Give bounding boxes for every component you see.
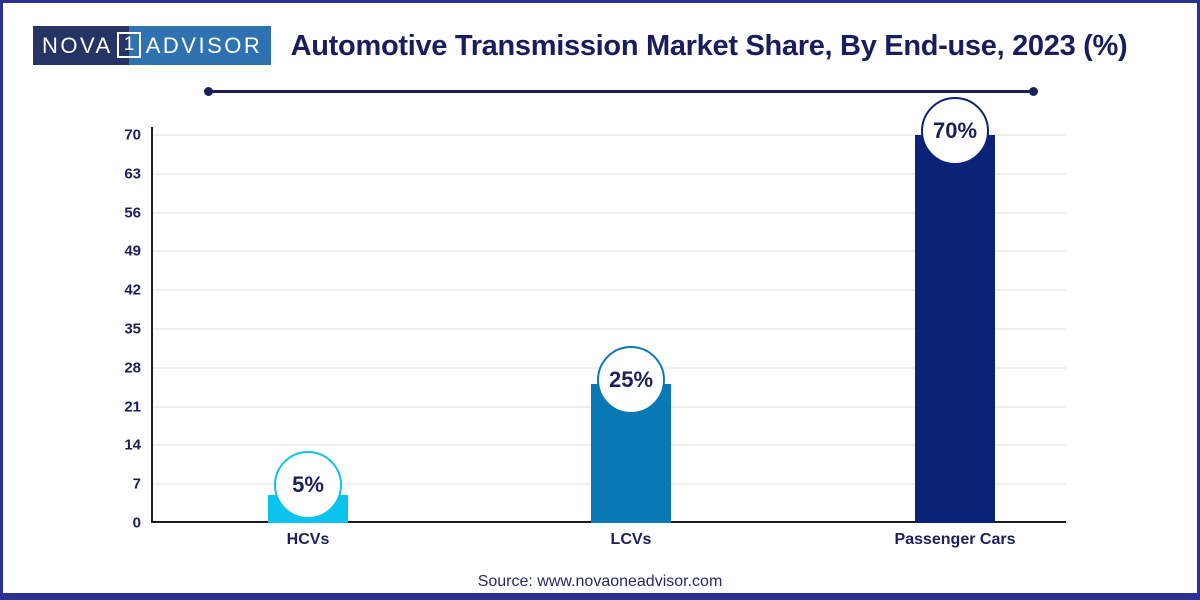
y-tick-label: 21 <box>124 398 141 416</box>
logo-one-box: 1 <box>117 32 141 58</box>
gridline <box>151 211 1066 214</box>
category-label-hcvs: HCVs <box>286 531 330 548</box>
line-end-dot-right <box>1029 87 1038 96</box>
gridline <box>151 328 1066 330</box>
y-tick-label: 0 <box>132 514 141 532</box>
y-tick-label: 49 <box>124 242 141 260</box>
category-label-lcvs: LCVs <box>610 531 652 548</box>
logo-right-segment: ADVISOR <box>128 26 272 65</box>
logo-left-segment: NOVA <box>33 26 129 65</box>
y-tick-label: 56 <box>124 204 141 222</box>
y-tick-label: 70 <box>124 126 141 144</box>
title-underline <box>204 87 1038 96</box>
y-tick-label: 63 <box>124 165 141 183</box>
value-bubble-hcvs: 5% <box>274 451 342 519</box>
gridline <box>151 289 1066 292</box>
y-axis <box>151 127 153 523</box>
category-label-passenger-cars: Passenger Cars <box>894 531 1016 548</box>
y-tick-label: 7 <box>132 475 141 493</box>
line-end-dot-left <box>204 87 213 96</box>
gridline <box>151 134 1066 136</box>
y-tick-label: 35 <box>124 320 141 338</box>
bar-passenger-cars <box>915 135 995 523</box>
value-bubble-lcvs: 25% <box>597 346 665 415</box>
y-tick-label: 28 <box>124 359 141 377</box>
y-tick-label: 14 <box>124 436 141 454</box>
bottom-border-bar <box>3 593 1197 600</box>
gridline <box>151 172 1066 175</box>
nova-one-advisor-logo: NOVA ADVISOR 1 <box>33 26 272 65</box>
source-text: Source: www.novaoneadvisor.com <box>477 573 723 590</box>
value-bubble-passenger-cars: 70% <box>921 97 989 165</box>
gridline <box>151 250 1066 253</box>
y-tick-label: 42 <box>124 281 141 299</box>
page-title: Automotive Transmission Market Share, By… <box>290 30 1128 62</box>
